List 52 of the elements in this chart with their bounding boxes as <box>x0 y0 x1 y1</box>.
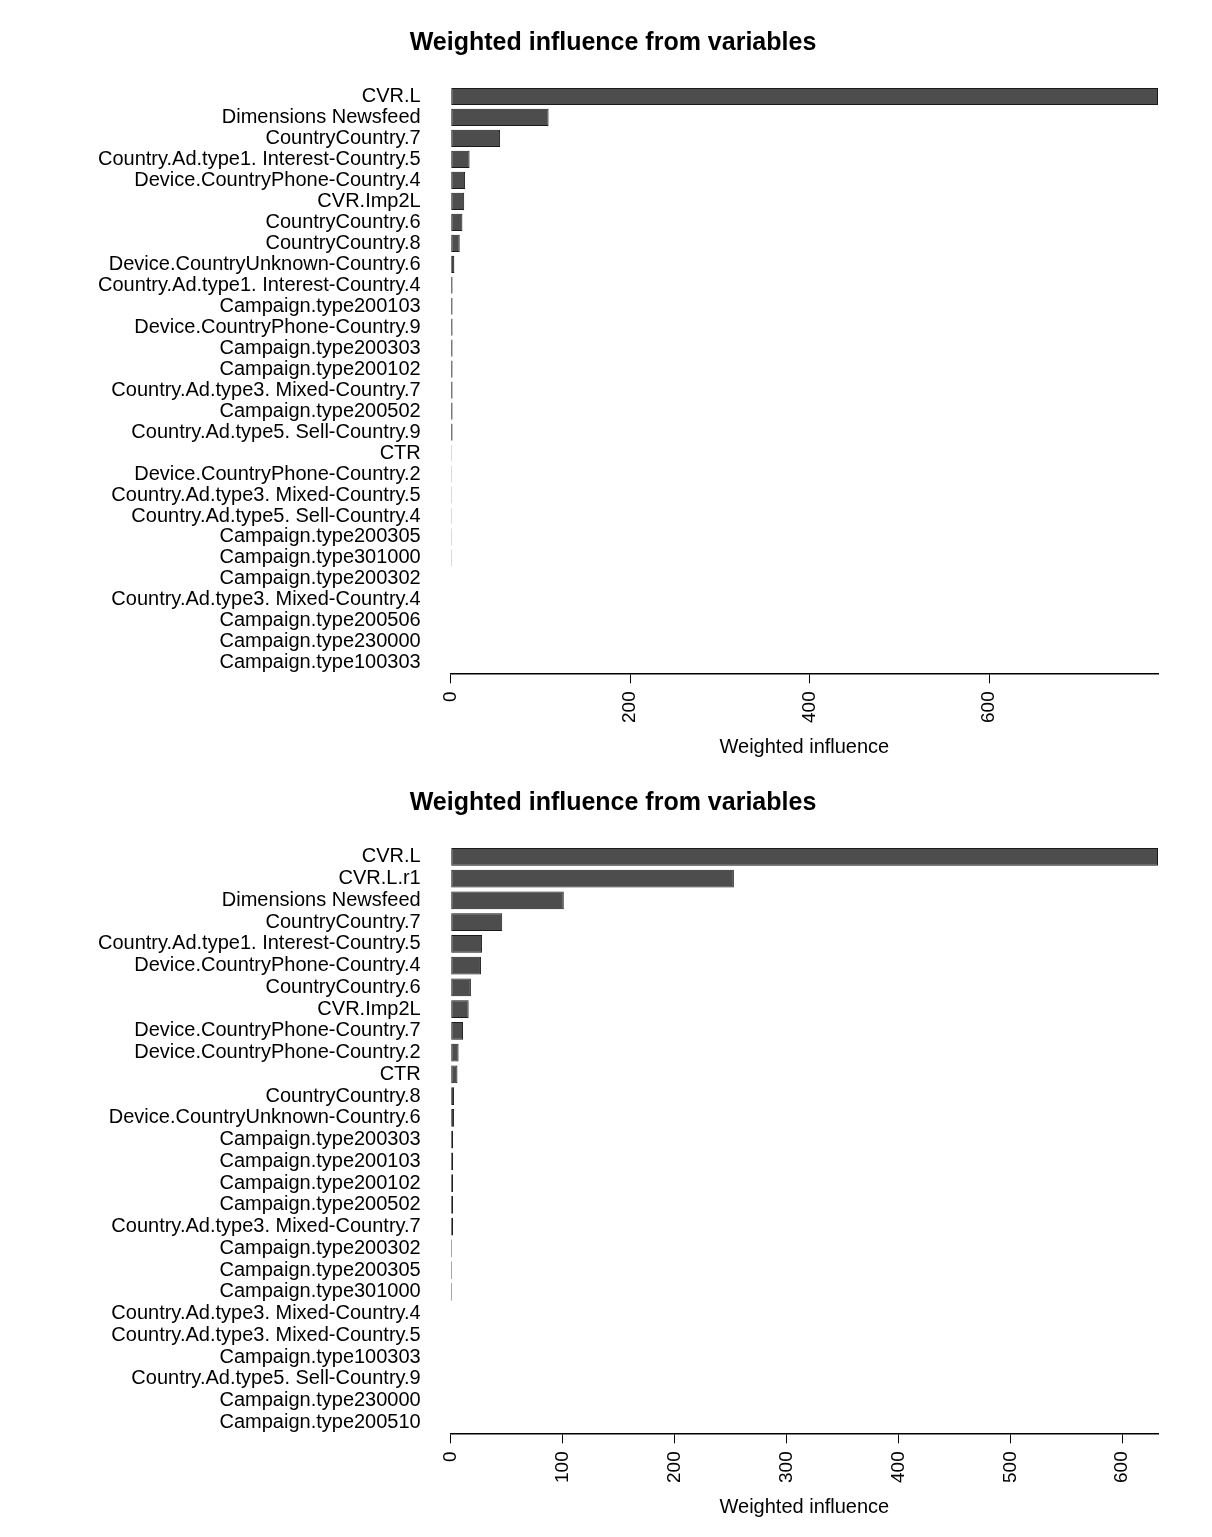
x-tick-label: 300 <box>774 1451 796 1483</box>
y-tick-label: Country.Ad.type3. Mixed-Country.5 <box>111 1322 421 1345</box>
y-tick-label: Campaign.type100303 <box>219 650 421 673</box>
y-tick-label: Campaign.type301000 <box>219 545 421 568</box>
y-tick-label: Dimensions Newsfeed <box>221 887 421 910</box>
y-tick-label: CTR <box>379 1061 421 1084</box>
y-tick-label: Country.Ad.type3. Mixed-Country.4 <box>111 587 421 610</box>
y-tick-label: CountryCountry.8 <box>265 1083 421 1106</box>
y-tick-label: Campaign.type100303 <box>219 1344 421 1367</box>
y-tick-label: CountryCountry.7 <box>265 125 421 148</box>
y-tick-label: Campaign.type200102 <box>219 1170 421 1193</box>
x-axis-title: Weighted influence <box>719 1494 890 1517</box>
x-tick-label: 400 <box>797 691 819 723</box>
y-tick-label: Device.CountryUnknown-Country.6 <box>108 1105 421 1128</box>
y-tick-label: Country.Ad.type5. Sell-Country.9 <box>131 1366 421 1389</box>
y-tick-label: Campaign.type200510 <box>219 1409 421 1432</box>
y-tick-label: Campaign.type200103 <box>219 1148 421 1171</box>
y-tick-label: Campaign.type200303 <box>219 1127 421 1150</box>
y-tick-label: Country.Ad.type1. Interest-Country.5 <box>97 931 421 954</box>
x-tick-label: 200 <box>618 691 640 723</box>
y-tick-label: CVR.L <box>361 844 421 867</box>
y-tick-label: Device.CountryPhone-Country.4 <box>134 953 421 976</box>
x-axis-title: Weighted influence <box>719 734 890 757</box>
y-tick-label: CVR.L.r1 <box>338 866 421 889</box>
x-tick-label: 200 <box>662 1451 684 1483</box>
chart-title: Weighted influence from variables <box>409 786 817 815</box>
y-tick-label: CountryCountry.6 <box>265 974 421 997</box>
x-tick-label: 600 <box>1110 1451 1132 1483</box>
y-tick-label: Campaign.type230000 <box>219 1388 421 1411</box>
y-tick-label: Campaign.type301000 <box>219 1279 421 1302</box>
x-tick-label: 500 <box>998 1451 1020 1483</box>
chart-title: Weighted influence from variables <box>409 26 817 55</box>
x-tick-label: 600 <box>977 691 999 723</box>
x-tick-label: 0 <box>438 1451 460 1462</box>
y-tick-label: Dimensions Newsfeed <box>221 104 421 127</box>
x-tick-label: 400 <box>886 1451 908 1483</box>
y-tick-label: Campaign.type200305 <box>219 1257 421 1280</box>
y-tick-label: Device.CountryPhone-Country.2 <box>134 461 421 484</box>
y-tick-label: Campaign.type200502 <box>219 1192 421 1215</box>
y-tick-label: Campaign.type200302 <box>219 1235 421 1258</box>
y-tick-label: Campaign.type200302 <box>219 566 421 589</box>
y-tick-label: Country.Ad.type3. Mixed-Country.4 <box>111 1301 421 1324</box>
y-tick-label: CountryCountry.7 <box>265 909 421 932</box>
y-tick-label: Device.CountryPhone-Country.7 <box>134 1018 421 1041</box>
y-tick-label: CVR.L <box>361 84 421 106</box>
x-tick-label: 100 <box>550 1451 572 1483</box>
y-tick-label: Campaign.type200506 <box>219 608 421 631</box>
y-tick-label: CVR.Imp2L <box>317 996 421 1019</box>
y-tick-label: Campaign.type230000 <box>219 629 421 652</box>
y-tick-label: Device.CountryPhone-Country.2 <box>134 1040 421 1063</box>
y-tick-label: Country.Ad.type3. Mixed-Country.7 <box>111 1214 421 1237</box>
x-tick-label: 0 <box>438 691 460 702</box>
